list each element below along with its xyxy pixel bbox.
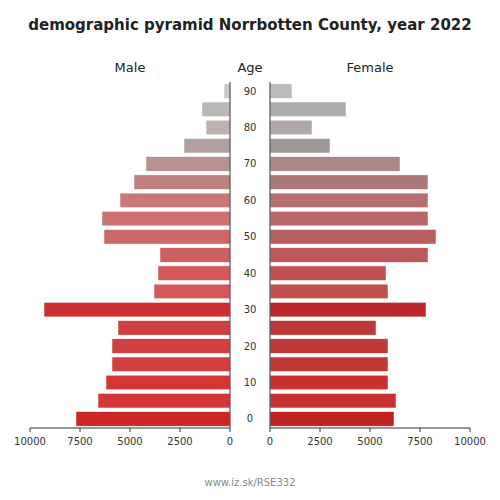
- x-tick: [420, 428, 421, 432]
- bar: [270, 339, 388, 354]
- x-tick: [30, 428, 31, 432]
- bar: [98, 393, 230, 408]
- bar: [270, 102, 346, 117]
- bar: [270, 84, 292, 99]
- category-label: 80: [244, 122, 257, 133]
- bar: [270, 193, 428, 208]
- category-label: 20: [244, 341, 257, 352]
- bar: [270, 230, 436, 245]
- x-tick: [80, 428, 81, 432]
- bar: [270, 412, 394, 427]
- spine-line: [270, 82, 271, 428]
- x-tick: [270, 428, 271, 432]
- bar: [270, 157, 400, 172]
- x-tick-label: 10000: [14, 436, 46, 447]
- bar: [206, 120, 230, 135]
- bar: [270, 375, 388, 390]
- bar: [160, 248, 230, 263]
- bar: [118, 321, 230, 336]
- x-tick-label: 2500: [307, 436, 332, 447]
- bar: [44, 302, 230, 317]
- category-label: 70: [244, 158, 257, 169]
- x-tick-label: 0: [227, 436, 233, 447]
- bar: [120, 193, 230, 208]
- axis-label: Age: [237, 60, 262, 75]
- bar: [106, 375, 230, 390]
- series-label: Female: [346, 60, 393, 75]
- category-label: 40: [244, 268, 257, 279]
- bar: [158, 266, 230, 281]
- bar: [270, 175, 428, 190]
- x-tick: [470, 428, 471, 432]
- bar: [184, 138, 230, 153]
- bar: [102, 211, 230, 226]
- annotation: www.iz.sk/RSE332: [204, 477, 295, 488]
- bar: [76, 412, 230, 427]
- bar: [202, 102, 230, 117]
- title: demographic pyramid Norrbotten County, y…: [28, 16, 471, 34]
- x-tick-label: 7500: [407, 436, 432, 447]
- bar: [270, 248, 428, 263]
- bar: [112, 339, 230, 354]
- category-label: 50: [244, 231, 257, 242]
- x-tick: [130, 428, 131, 432]
- bar: [270, 357, 388, 372]
- x-tick: [180, 428, 181, 432]
- bar-group: [270, 84, 436, 426]
- category-label: 10: [244, 377, 257, 388]
- bar: [104, 230, 230, 245]
- bar: [270, 138, 330, 153]
- bar: [270, 211, 428, 226]
- bar: [154, 284, 230, 299]
- x-tick-label: 2500: [167, 436, 192, 447]
- bar: [112, 357, 230, 372]
- x-tick-label: 5000: [357, 436, 382, 447]
- bar: [270, 266, 386, 281]
- bar: [134, 175, 230, 190]
- series-label: Male: [115, 60, 146, 75]
- x-tick-label: 0: [267, 436, 273, 447]
- bar: [270, 393, 396, 408]
- bar: [270, 284, 388, 299]
- bar: [224, 84, 230, 99]
- category-label: 90: [244, 86, 257, 97]
- spine-line: [230, 82, 231, 428]
- x-tick-label: 10000: [454, 436, 486, 447]
- x-tick: [320, 428, 321, 432]
- bar: [270, 321, 376, 336]
- bar-group: [44, 84, 230, 426]
- x-tick: [370, 428, 371, 432]
- bar: [146, 157, 230, 172]
- x-tick: [230, 428, 231, 432]
- x-tick-label: 5000: [117, 436, 142, 447]
- category-label: 0: [247, 413, 253, 424]
- bar: [270, 120, 312, 135]
- category-label: 30: [244, 304, 257, 315]
- bar: [270, 302, 426, 317]
- category-label: 60: [244, 195, 257, 206]
- chart: demographic pyramid Norrbotten County, y…: [0, 0, 500, 500]
- x-tick-label: 7500: [67, 436, 92, 447]
